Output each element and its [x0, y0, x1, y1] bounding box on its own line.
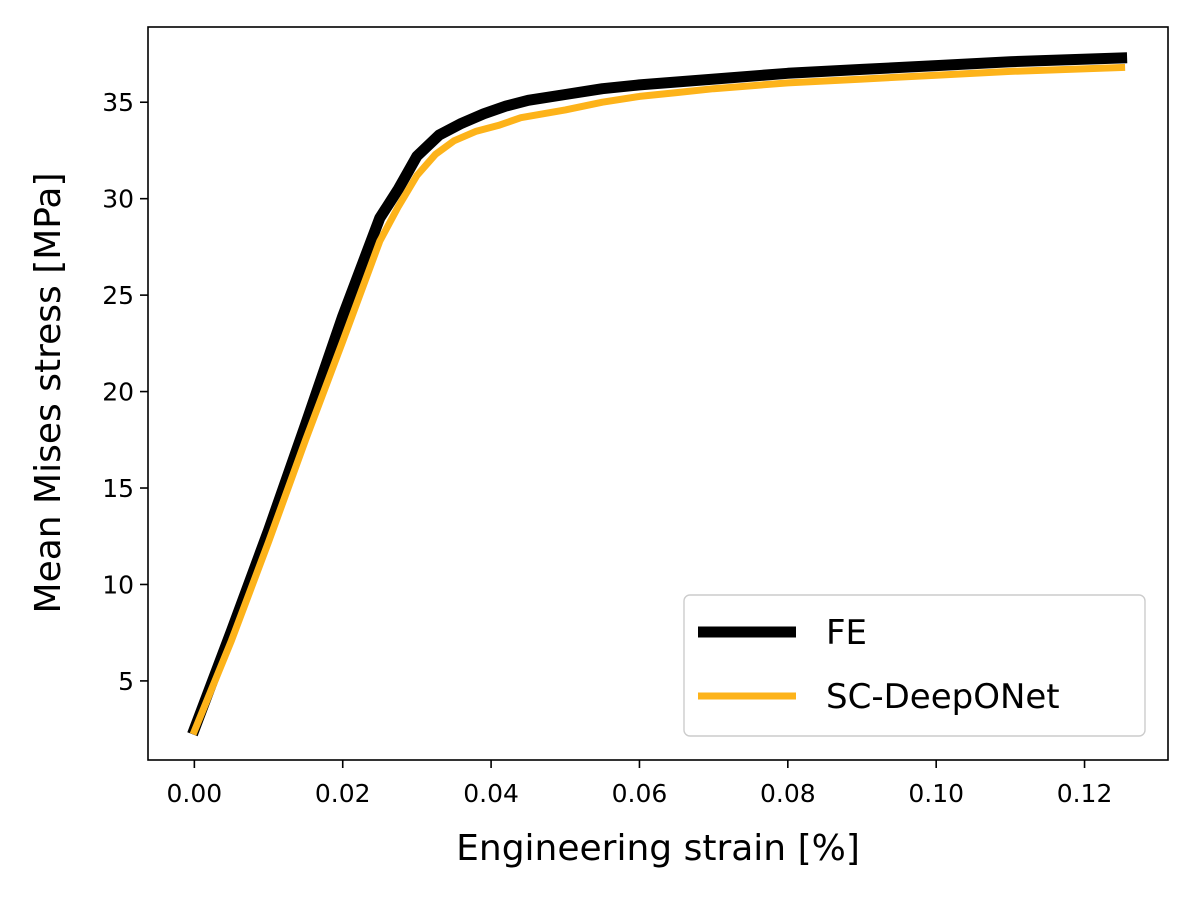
y-tick-label: 35	[102, 88, 134, 117]
x-tick-label: 0.00	[167, 779, 223, 808]
x-axis-label: Engineering strain [%]	[456, 828, 860, 869]
series-layer	[187, 52, 1128, 737]
x-tick-label: 0.06	[612, 779, 668, 808]
y-tick-label: 20	[102, 378, 134, 407]
legend-label-fe: FE	[826, 613, 867, 653]
y-tick-label: 15	[102, 474, 134, 503]
x-tick-label: 0.10	[908, 779, 964, 808]
ticks-layer: 0.00 0.02 0.04 0.06 0.08 0.10 0.12 5 10 15 20 25 30 3…	[102, 88, 1112, 808]
legend: FE SC-DeepONet	[683, 594, 1146, 737]
legend-label-sc-deeponet: SC-DeepONet	[826, 677, 1060, 717]
plot-frame	[147, 26, 1169, 761]
x-tick-label: 0.12	[1057, 779, 1113, 808]
y-tick-label: 5	[118, 667, 134, 696]
y-tick-label: 10	[102, 570, 134, 599]
series-line-fe	[187, 52, 1128, 737]
x-tick-label: 0.08	[760, 779, 816, 808]
y-axis-label: Mean Mises stress [MPa]	[28, 173, 69, 614]
x-tick-label: 0.02	[315, 779, 371, 808]
series-line-sc-deeponet	[189, 63, 1126, 736]
y-tick-label: 25	[102, 281, 134, 310]
legend-box	[683, 594, 1146, 737]
y-tick-label: 30	[102, 185, 134, 214]
x-tick-label: 0.04	[463, 779, 519, 808]
